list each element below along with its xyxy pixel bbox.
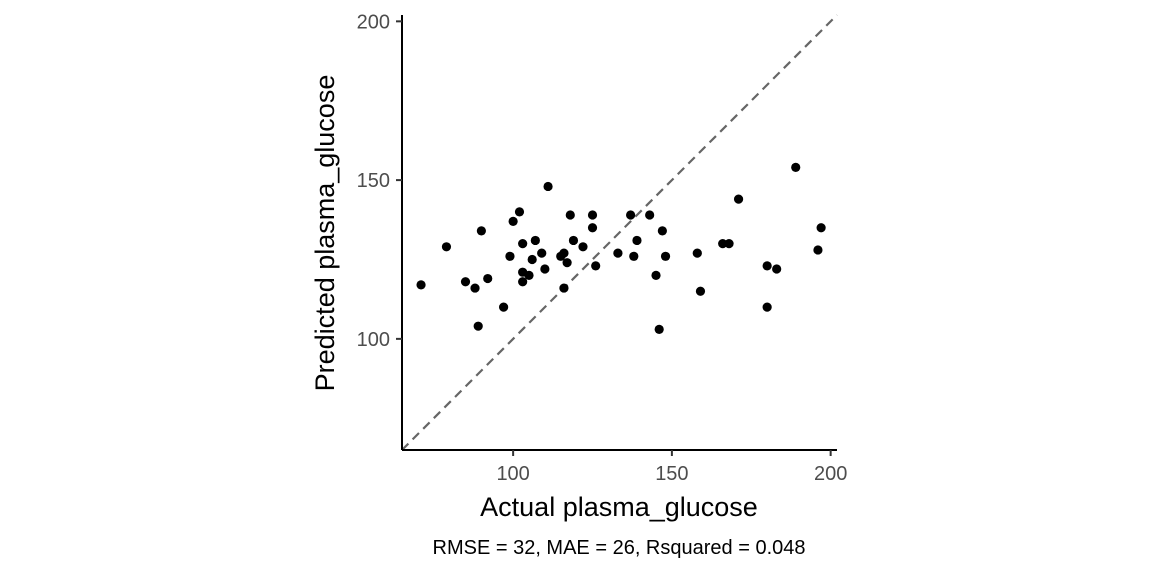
- data-point: [565, 210, 575, 220]
- data-point: [543, 181, 553, 192]
- x-tick-label: 200: [814, 463, 847, 485]
- y-tick-label: 200: [357, 11, 390, 33]
- data-point: [559, 248, 569, 258]
- data-point: [762, 261, 772, 271]
- y-axis-ticks: 100 150 200: [357, 11, 402, 351]
- x-axis-ticks: 100 150 200: [496, 450, 847, 485]
- data-point: [508, 216, 518, 226]
- data-point: [692, 248, 702, 258]
- data-point: [813, 245, 823, 255]
- x-tick-label: 100: [496, 463, 529, 485]
- data-point: [470, 283, 480, 293]
- data-point: [505, 251, 515, 261]
- data-point: [651, 270, 661, 280]
- data-point: [530, 235, 540, 246]
- data-point: [772, 264, 782, 274]
- data-point: [518, 239, 528, 249]
- data-point: [483, 273, 493, 284]
- data-point: [695, 286, 706, 296]
- data-point: [613, 248, 623, 258]
- x-axis-title: Actual plasma_glucose: [480, 492, 758, 522]
- data-point: [568, 235, 579, 246]
- data-point: [540, 264, 550, 274]
- data-point: [537, 248, 547, 258]
- data-point: [527, 254, 537, 265]
- data-point: [476, 226, 486, 236]
- data-point: [762, 302, 772, 312]
- y-tick-label: 100: [357, 329, 390, 351]
- data-point: [524, 270, 534, 280]
- y-tick-label: 150: [357, 170, 390, 192]
- identity-reference-line: [401, 14, 838, 451]
- data-point: [645, 210, 655, 220]
- data-point: [626, 210, 636, 220]
- data-point: [587, 210, 598, 220]
- data-point: [660, 251, 671, 261]
- data-point: [499, 302, 509, 312]
- data-point: [724, 239, 734, 249]
- data-point: [578, 242, 588, 252]
- data-point: [460, 277, 471, 287]
- chart-caption: RMSE = 32, MAE = 26, Rsquared = 0.048: [433, 537, 806, 559]
- data-point: [654, 324, 664, 334]
- data-points: [416, 162, 826, 334]
- data-point: [416, 280, 426, 290]
- data-point: [473, 321, 483, 331]
- data-point: [514, 207, 525, 217]
- data-point: [562, 258, 572, 268]
- y-axis-title: Predicted plasma_glucose: [310, 75, 340, 392]
- x-tick-label: 150: [655, 463, 688, 485]
- data-point: [441, 242, 452, 252]
- data-point: [718, 239, 728, 249]
- data-point: [518, 277, 528, 287]
- data-point: [629, 251, 639, 261]
- data-point: [591, 261, 601, 271]
- data-point: [559, 283, 569, 293]
- data-point: [791, 162, 801, 173]
- data-point: [733, 194, 744, 204]
- data-point: [816, 223, 826, 233]
- data-point: [587, 223, 598, 233]
- data-point: [657, 226, 667, 236]
- data-point: [632, 235, 642, 246]
